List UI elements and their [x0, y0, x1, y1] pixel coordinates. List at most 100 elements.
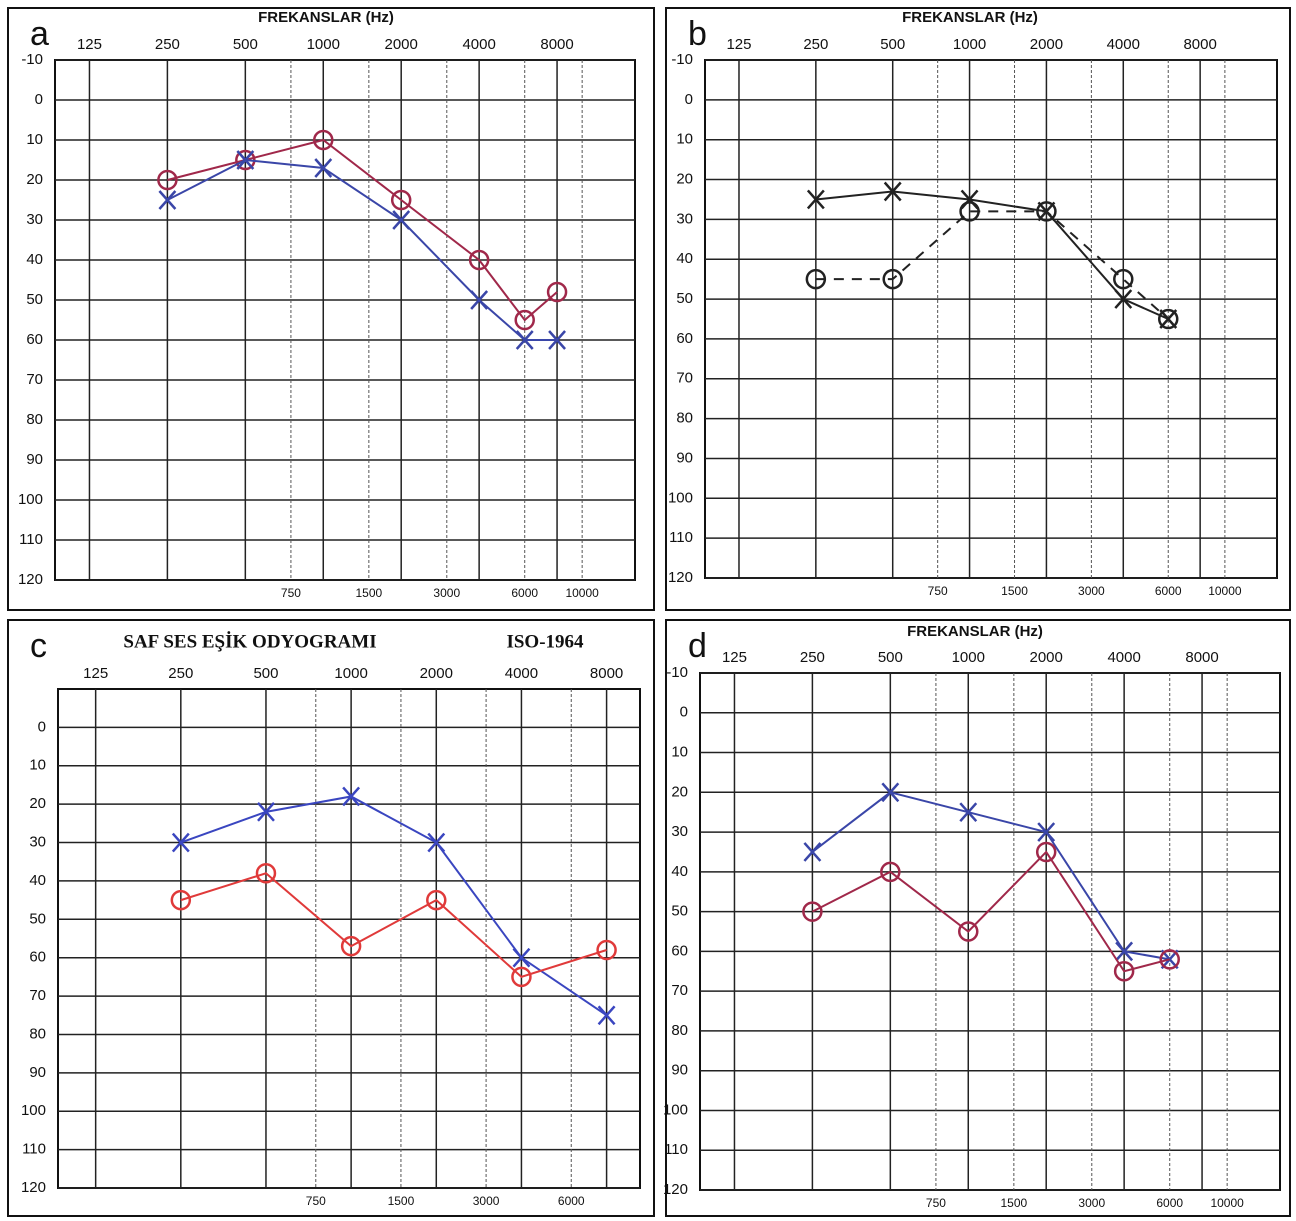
- y-tick-label: 30: [29, 834, 46, 851]
- x2-tick-label: 1500: [1001, 584, 1028, 598]
- x2-tick-label: 10000: [1210, 1196, 1244, 1210]
- chart-title: FREKANSLAR (Hz): [258, 9, 394, 26]
- x-tick-label: 1000: [307, 36, 340, 53]
- x-tick-label: 8000: [540, 36, 573, 53]
- x2-tick-label: 6000: [1155, 584, 1182, 598]
- y-tick-label: 80: [671, 1022, 688, 1039]
- x-tick-label: 1000: [953, 36, 986, 53]
- x2-tick-label: 3000: [1078, 1196, 1105, 1210]
- plot-frame: [700, 673, 1280, 1190]
- series-line: [181, 796, 607, 1015]
- x2-tick-label: 3000: [433, 586, 460, 600]
- x-tick-label: 125: [77, 36, 102, 53]
- x-tick-label: 500: [880, 36, 905, 53]
- y-tick-label: 30: [676, 210, 693, 227]
- x2-tick-label: 10000: [1208, 584, 1242, 598]
- y-tick-label: 20: [29, 795, 46, 812]
- y-tick-label: 110: [19, 531, 43, 548]
- x-tick-label: 4000: [1107, 649, 1140, 666]
- x2-tick-label: 6000: [558, 1194, 585, 1208]
- y-tick-label: 40: [29, 872, 46, 889]
- y-tick-label: 110: [22, 1141, 46, 1158]
- y-tick-label: 10: [26, 131, 43, 148]
- y-tick-label: 90: [676, 449, 693, 466]
- chart-title: FREKANSLAR (Hz): [907, 623, 1043, 640]
- chart-subtitle: ISO-1964: [506, 631, 584, 652]
- chart-title: SAF SES EŞİK ODYOGRAMI: [123, 631, 376, 652]
- y-tick-label: 50: [26, 291, 43, 308]
- y-tick-label: 10: [676, 131, 693, 148]
- x-tick-label: 8000: [1185, 649, 1218, 666]
- x-tick-label: 250: [168, 665, 193, 682]
- y-tick-label: 100: [668, 489, 693, 506]
- y-tick-label: 90: [671, 1062, 688, 1079]
- y-tick-label: 50: [676, 290, 693, 307]
- x2-tick-label: 6000: [511, 586, 538, 600]
- x2-tick-label: 6000: [1156, 1196, 1183, 1210]
- y-tick-label: 10: [671, 744, 688, 761]
- y-tick-label: 0: [685, 91, 693, 108]
- y-tick-label: 120: [663, 1181, 688, 1198]
- y-tick-label: 20: [671, 783, 688, 800]
- y-tick-label: 0: [38, 718, 46, 735]
- y-tick-label: 80: [676, 410, 693, 427]
- x-tick-label: 2000: [420, 665, 453, 682]
- panel-frame: [666, 620, 1290, 1216]
- x2-tick-label: 750: [306, 1194, 326, 1208]
- series-line: [812, 792, 1169, 959]
- series-line: [181, 873, 607, 977]
- x-tick-label: 1000: [952, 649, 985, 666]
- y-tick-label: 80: [26, 411, 43, 428]
- y-tick-label: 50: [671, 903, 688, 920]
- x-tick-label: 2000: [385, 36, 418, 53]
- y-tick-label: 100: [663, 1101, 688, 1118]
- y-tick-label: 40: [671, 863, 688, 880]
- y-tick-label: -10: [666, 664, 688, 681]
- series-line: [167, 160, 557, 340]
- x2-tick-label: 1500: [1001, 1196, 1028, 1210]
- audiogram: c SAF SES EŞİK ODYOGRAMI ISO-1964 0 10 20 30 40…: [8, 620, 654, 1216]
- figure: aFREKANSLAR (Hz)-10010203040506070809010…: [0, 0, 1296, 1221]
- y-tick-label: 40: [26, 251, 43, 268]
- x-tick-label: 2000: [1030, 649, 1063, 666]
- x2-tick-label: 750: [928, 584, 948, 598]
- y-tick-label: 0: [35, 91, 43, 108]
- y-tick-label: -10: [21, 51, 43, 68]
- panel-frame: [8, 620, 654, 1216]
- x-tick-label: 4000: [505, 665, 538, 682]
- x-tick-label: 500: [253, 665, 278, 682]
- x-tick-label: 1000: [334, 665, 367, 682]
- y-tick-label: 60: [29, 949, 46, 966]
- x2-tick-label: 3000: [1078, 584, 1105, 598]
- plot-frame: [55, 60, 635, 580]
- x-tick-label: 8000: [590, 665, 623, 682]
- x-tick-label: 500: [233, 36, 258, 53]
- y-tick-label: 120: [21, 1179, 46, 1196]
- x2-tick-label: 10000: [565, 586, 599, 600]
- y-tick-label: 70: [29, 987, 46, 1004]
- y-tick-label: 60: [26, 331, 43, 348]
- y-tick-label: 120: [668, 569, 693, 586]
- x2-tick-label: 1500: [356, 586, 383, 600]
- x-tick-label: 4000: [1107, 36, 1140, 53]
- panel-label: c: [30, 627, 47, 665]
- y-tick-label: 0: [680, 704, 688, 721]
- y-tick-label: 20: [676, 171, 693, 188]
- x-tick-label: 125: [83, 665, 108, 682]
- chart-title: FREKANSLAR (Hz): [902, 9, 1038, 26]
- y-tick-label: 70: [26, 371, 43, 388]
- plot-frame: [705, 60, 1277, 578]
- y-tick-label: 20: [26, 171, 43, 188]
- y-tick-label: 100: [21, 1102, 46, 1119]
- y-tick-label: 10: [29, 757, 46, 774]
- panel-label: d: [688, 627, 707, 665]
- y-tick-label: 90: [29, 1064, 46, 1081]
- y-tick-label: 60: [676, 330, 693, 347]
- y-tick-label: 80: [29, 1025, 46, 1042]
- x-tick-label: 125: [726, 36, 751, 53]
- x-tick-label: 4000: [462, 36, 495, 53]
- y-tick-label: 90: [26, 451, 43, 468]
